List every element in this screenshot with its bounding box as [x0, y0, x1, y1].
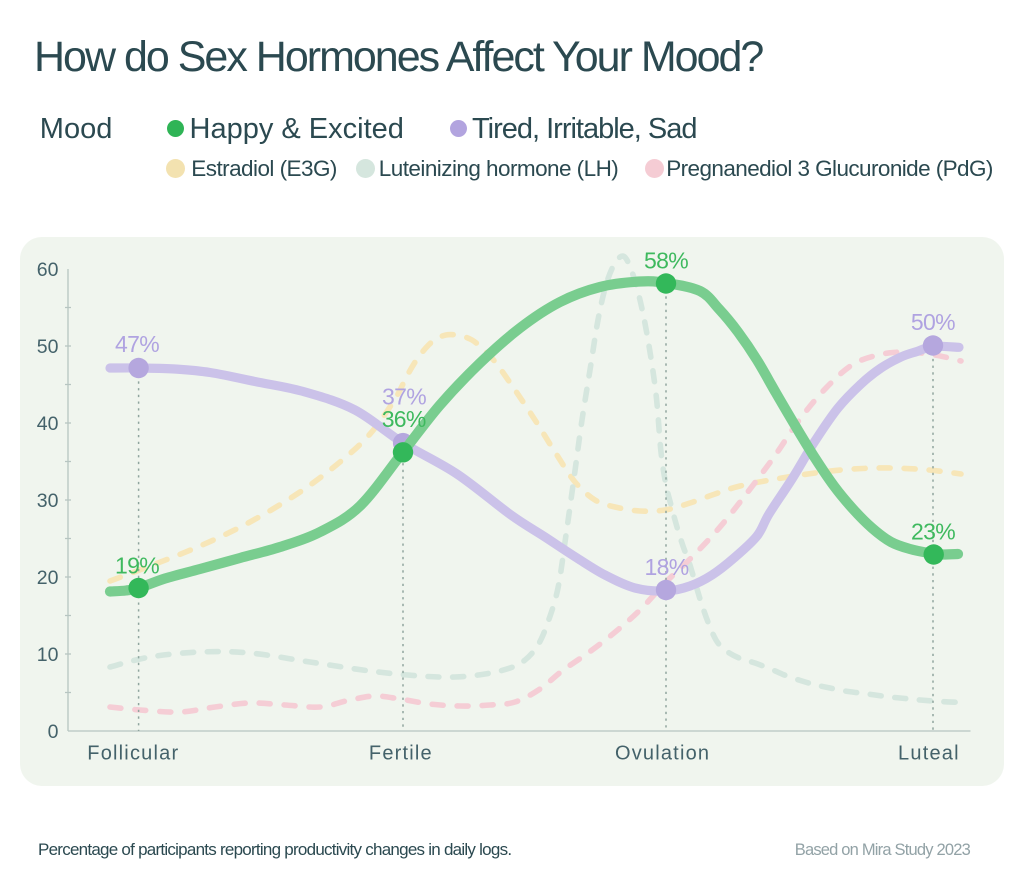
svg-text:50%: 50%: [911, 309, 955, 335]
svg-text:Fertile: Fertile: [369, 743, 433, 765]
svg-text:18%: 18%: [645, 554, 689, 580]
svg-text:0: 0: [48, 721, 59, 743]
svg-text:Follicular: Follicular: [87, 743, 179, 765]
svg-text:23%: 23%: [911, 519, 955, 545]
svg-text:Luteal: Luteal: [898, 743, 960, 765]
svg-text:20: 20: [37, 567, 59, 589]
svg-text:50: 50: [37, 336, 59, 358]
svg-text:30: 30: [37, 490, 59, 512]
svg-text:36%: 36%: [382, 406, 426, 432]
svg-text:Ovulation: Ovulation: [615, 743, 710, 765]
svg-text:47%: 47%: [115, 331, 159, 357]
svg-text:58%: 58%: [644, 247, 688, 273]
svg-text:19%: 19%: [115, 553, 159, 579]
svg-text:40: 40: [37, 413, 59, 435]
svg-text:37%: 37%: [382, 383, 426, 409]
svg-text:10: 10: [37, 644, 59, 666]
svg-text:60: 60: [37, 259, 59, 281]
